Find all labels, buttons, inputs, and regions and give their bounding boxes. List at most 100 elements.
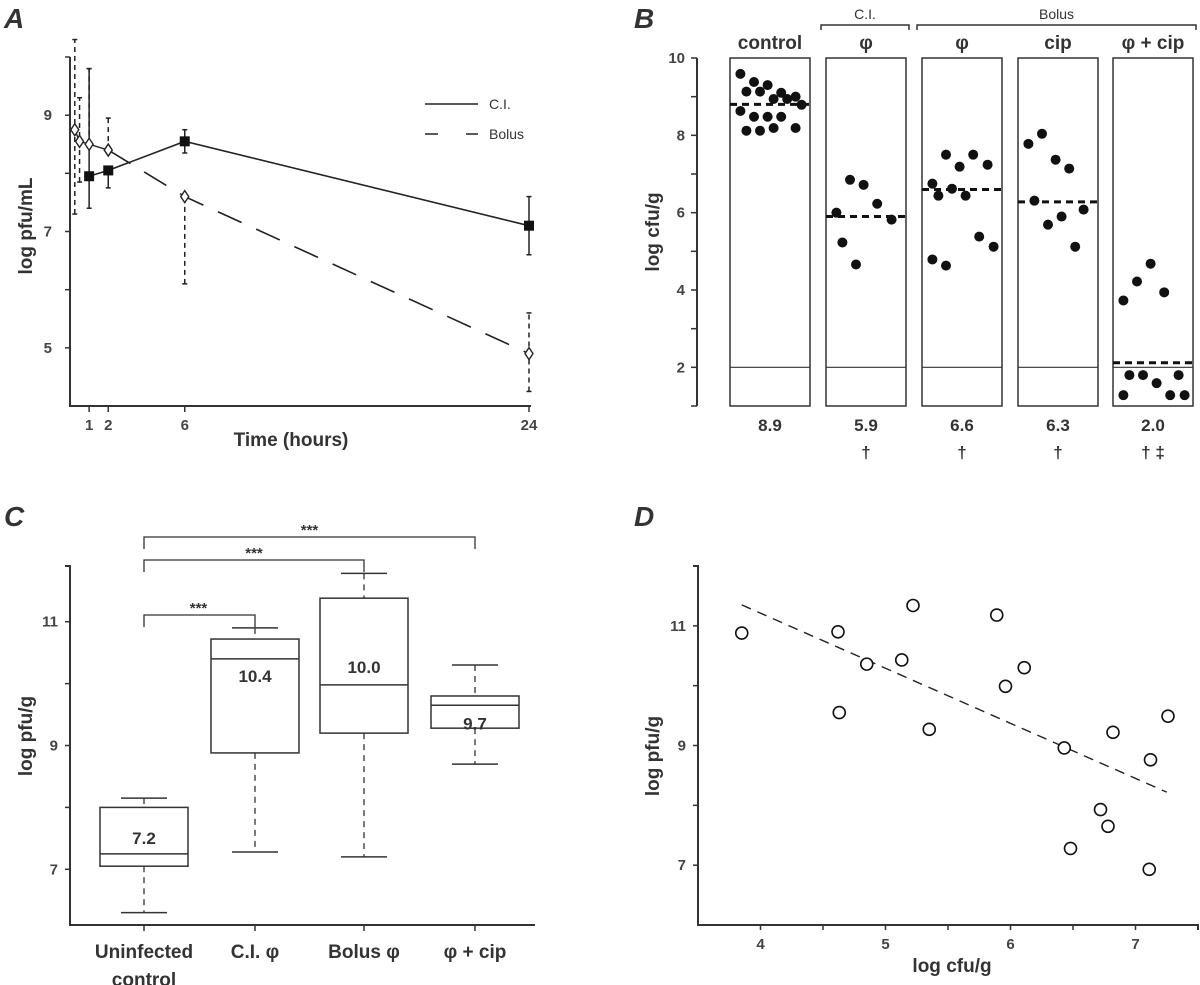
- panel-d-data-point: [1063, 841, 1078, 856]
- panel-c-box: [430, 695, 520, 729]
- panel-c-significance-bracket: [143, 536, 476, 549]
- panel-b-data-point: [1159, 287, 1170, 298]
- panel-b-data-point: [1023, 138, 1034, 149]
- legend-bolus-label: Bolus: [489, 126, 524, 142]
- panel-b-data-point: [960, 190, 971, 201]
- panel-b-median-value: 8.9: [758, 416, 782, 435]
- panel-b-data-point: [755, 125, 765, 136]
- panel-d-data-point: [1017, 660, 1032, 675]
- panel-b-group-box: [825, 57, 907, 407]
- panel-letter-a: A: [3, 3, 24, 34]
- panel-b-data-point: [796, 99, 807, 110]
- panel-a-y-tick-label: 5: [44, 340, 52, 357]
- panel-b-data-point: [1138, 370, 1148, 381]
- panel-b-group-label: cip: [1044, 33, 1071, 54]
- panel-c-significance-label: ***: [245, 545, 263, 562]
- panel-b-data-point: [768, 122, 779, 133]
- panel-b-data-point: [1124, 370, 1135, 381]
- panel-b-data-point: [988, 241, 999, 252]
- panel-b-data-point: [1145, 258, 1156, 269]
- panel-a-axes: [69, 57, 531, 407]
- panel-b-y-axis-title: log cfu/g: [643, 192, 664, 271]
- panel-b-significance-mark: †: [861, 443, 870, 462]
- panel-letter-c: C: [4, 501, 25, 532]
- panel-d-data-point: [922, 722, 937, 737]
- panel-b-y-tick-label: 6: [677, 205, 685, 222]
- panel-a-series-1-early-line: [74, 129, 109, 151]
- panel-b-data-point: [927, 178, 938, 189]
- panel-b-data-point: [1078, 204, 1089, 215]
- panel-d-data-point: [1143, 753, 1158, 767]
- panel-b-data-point: [1173, 370, 1184, 381]
- panel-b-data-point: [790, 122, 801, 133]
- panel-b-data-point: [974, 231, 985, 242]
- panel-d-data-point: [1093, 802, 1108, 817]
- panel-c-significance-label: ***: [301, 522, 319, 539]
- panel-d-trendline: [741, 604, 1168, 793]
- panel-b-data-point: [762, 111, 773, 122]
- panel-b-data-point: [1043, 219, 1053, 230]
- panel-d-data-point: [998, 679, 1013, 694]
- panel-b-data-point: [954, 161, 965, 172]
- panel-a-x-axis-title: Time (hours): [234, 430, 349, 451]
- panel-b-dot-plot: 2 4 6 8 10 C.I. Bolus control 8.9 φ 5.9 † φ 6.6 † cip 6…: [643, 6, 1197, 462]
- panel-b-data-point: [837, 237, 848, 248]
- panel-c-category-label: Bolus φ: [328, 942, 400, 963]
- panel-d-x-axis-title: log cfu/g: [912, 956, 991, 977]
- panel-d-data-point: [734, 626, 749, 640]
- panel-b-header-bracket-0: [820, 24, 910, 30]
- legend-ci-label: C.I.: [489, 96, 511, 112]
- panel-b-data-point: [851, 259, 861, 270]
- panel-c-box-plot: 7 9 11 Uninfected control C.I. φ Bolus φ φ + ci…: [16, 522, 535, 985]
- panel-b-data-point: [776, 111, 787, 122]
- panel-b-significance-mark: †: [1053, 443, 1062, 462]
- panel-c-category-label: C.I. φ: [231, 942, 279, 963]
- panel-b-data-point: [1070, 241, 1081, 252]
- panel-b-group-box: [1112, 57, 1194, 407]
- panel-a-bolus-point: [524, 346, 534, 361]
- panel-a-bolus-point: [179, 189, 190, 204]
- panel-c-median-value: 10.0: [347, 658, 380, 677]
- panel-a-x-tick-label: 6: [181, 417, 189, 434]
- panel-a-x-tick-label: 2: [104, 417, 112, 434]
- panel-d-data-point: [859, 657, 874, 671]
- panel-c-y-axis-title: log pfu/g: [16, 696, 37, 776]
- panel-b-data-point: [776, 87, 787, 98]
- panel-b-data-point: [858, 179, 869, 190]
- panel-c-category-label: Uninfected: [95, 942, 193, 963]
- panel-a-y-tick-label: 7: [44, 224, 52, 241]
- panel-d-y-tick-label: 9: [678, 738, 686, 755]
- panel-b-group-label: control: [738, 33, 802, 54]
- panel-b-data-point: [1132, 276, 1142, 287]
- panel-c-median-value: 10.4: [238, 667, 272, 686]
- panel-b-group-box: [921, 57, 1003, 407]
- panel-d-y-axis-title: log pfu/g: [643, 716, 664, 796]
- panel-a-legend: C.I. Bolus: [425, 96, 524, 142]
- panel-d-data-point: [1057, 741, 1072, 755]
- panel-c-median-value: 9.7: [463, 714, 487, 733]
- panel-b-median-value: 5.9: [854, 416, 878, 435]
- panel-d-data-point: [1142, 862, 1157, 877]
- panel-d-data-point: [1106, 725, 1120, 740]
- panel-d-y-tick-label: 11: [670, 618, 686, 635]
- panel-b-data-point: [749, 76, 759, 87]
- panel-a-ci-point: [84, 171, 95, 182]
- panel-a-ci-point: [179, 136, 190, 147]
- panel-d-y-tick-label: 7: [678, 857, 686, 874]
- panel-b-group-box: [1017, 57, 1099, 407]
- panel-b-data-point: [741, 86, 752, 97]
- panel-b-data-point: [735, 68, 746, 79]
- panel-c-box: [319, 597, 409, 734]
- panel-b-data-point: [755, 86, 765, 97]
- panel-c-box: [210, 638, 300, 754]
- panel-c-median-value: 7.2: [132, 829, 156, 848]
- panel-c-significance-bracket: [143, 559, 365, 572]
- panel-a-x-tick-label: 1: [85, 417, 93, 434]
- panel-d-x-tick-label: 6: [1006, 936, 1014, 953]
- panel-a-ci-point: [524, 220, 534, 231]
- panel-b-data-point: [1151, 378, 1162, 389]
- panel-b-header-label-0: C.I.: [854, 6, 876, 22]
- panel-b-median-value: 6.6: [950, 416, 974, 435]
- panel-c-significance-bracket: [143, 614, 256, 627]
- panel-letter-d: D: [634, 501, 654, 532]
